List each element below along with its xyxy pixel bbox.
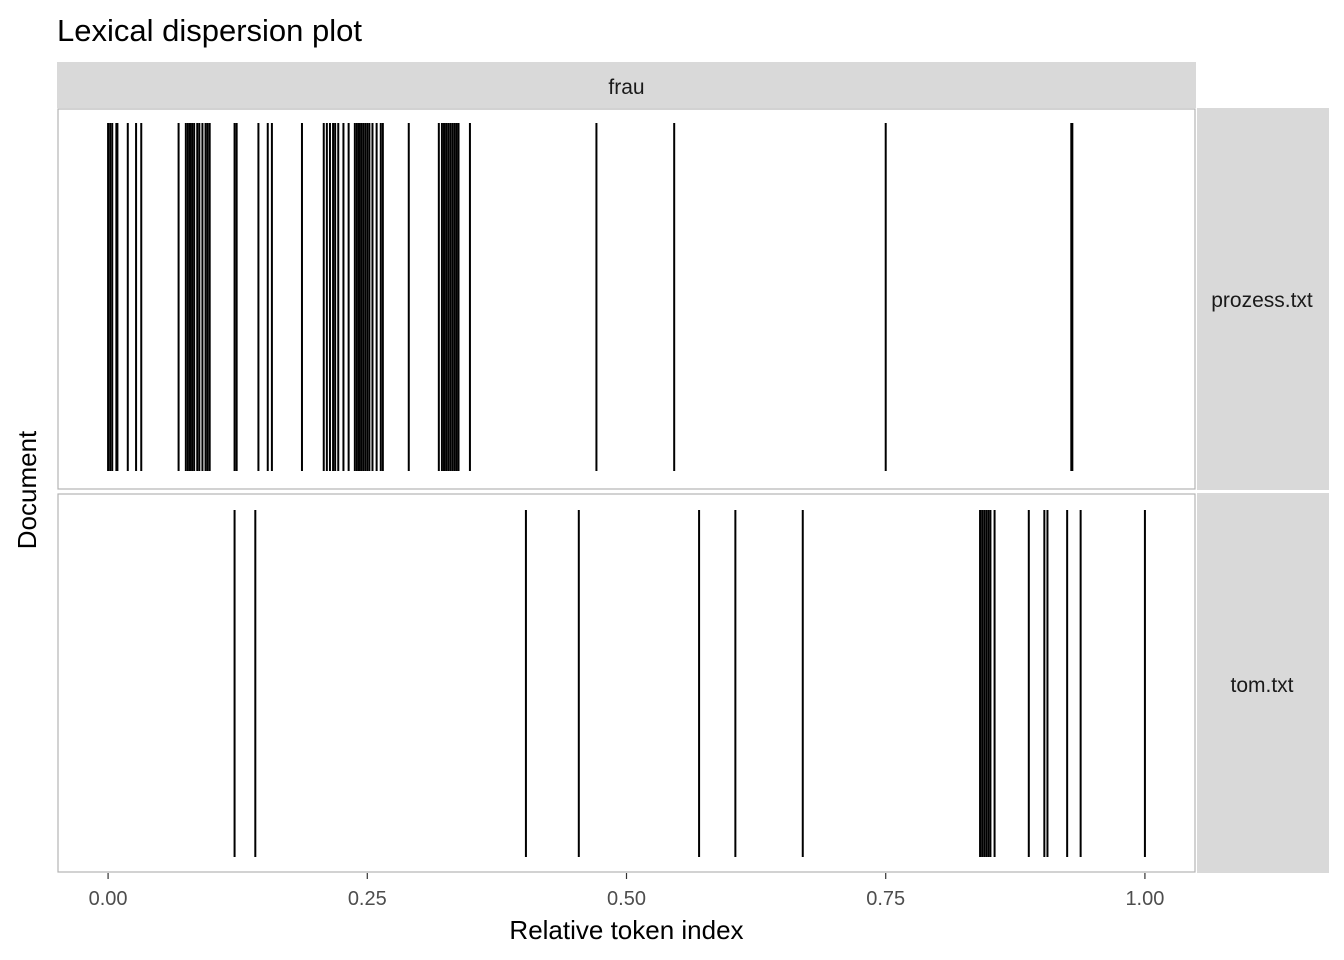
- x-axis-title: Relative token index: [509, 915, 743, 945]
- panel-tom: [57, 493, 1196, 873]
- x-tick-label: 0.75: [866, 888, 905, 910]
- column-strip-label: frau: [608, 76, 644, 99]
- row-strip-tom: [1197, 493, 1329, 873]
- panel-tom-marks: [233, 510, 1146, 857]
- x-tick-label: 0.25: [348, 888, 387, 910]
- column-strip: [57, 62, 1196, 108]
- chart-title: Lexical dispersion plot: [57, 13, 362, 48]
- x-axis: 0.00 0.25 0.50 0.75 1.00: [89, 873, 1164, 910]
- y-axis-title: Document: [12, 430, 42, 549]
- row-strip-label-tom: tom.txt: [1230, 674, 1293, 697]
- panel-prozess-marks: [107, 123, 1074, 471]
- x-tick-label: 1.00: [1125, 888, 1164, 910]
- x-tick-label: 0.00: [89, 888, 128, 910]
- row-strip-label-prozess: prozess.txt: [1211, 289, 1313, 312]
- panel-prozess: [57, 108, 1196, 490]
- x-tick-label: 0.50: [607, 888, 646, 910]
- row-strip-prozess: [1197, 108, 1329, 490]
